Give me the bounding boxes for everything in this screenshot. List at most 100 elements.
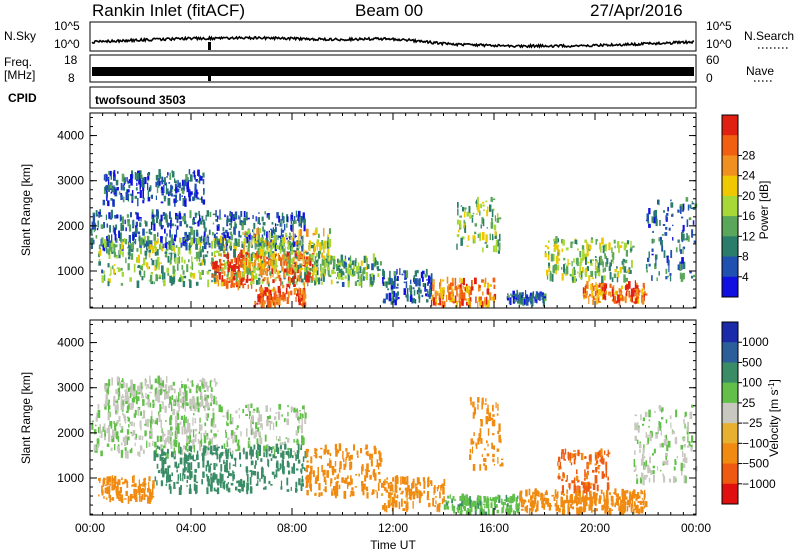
heatmap-cell [212,412,215,421]
heatmap-cell [351,269,354,275]
heatmap-cell [296,247,299,251]
heatmap-cell [557,461,559,467]
colorbar-swatch [722,463,738,485]
heatmap-cell [256,407,259,413]
heatmap-cell [518,292,522,297]
heatmap-cell [597,292,600,298]
heatmap-cell [308,259,311,262]
heatmap-cell [206,210,210,217]
heatmap-cell [286,418,290,426]
heatmap-cell [366,257,368,267]
heatmap-cell [289,271,292,274]
heatmap-cell [492,404,494,412]
heatmap-cell [201,398,204,407]
x-axis-label: Time UT [370,538,416,552]
heatmap-cell [592,510,595,512]
heatmap-cell [322,242,325,250]
heatmap-cell [374,257,377,266]
heatmap-cell [155,448,157,455]
heatmap-cell [298,287,300,292]
heatmap-cell [134,391,137,397]
heatmap-cell [582,287,584,296]
heatmap-cell [257,417,260,425]
heatmap-cell [682,261,686,270]
heatmap-cell [514,299,517,303]
heatmap-cell [594,285,596,287]
heatmap-cell [285,451,289,455]
heatmap-cell [243,259,245,261]
heatmap-cell [361,484,364,492]
heatmap-cell [336,281,339,284]
heatmap-cell [195,214,197,218]
heatmap-cell [612,259,614,264]
heatmap-cell [526,505,528,509]
heatmap-cell [208,441,211,446]
heatmap-cell [300,215,303,221]
heatmap-cell [336,476,339,480]
heatmap-cell [196,396,199,405]
colorbar-swatch [722,115,738,136]
heatmap-cell [349,270,352,276]
heatmap-cell [159,389,162,396]
heatmap-cell [631,491,634,499]
heatmap-cell [238,414,240,419]
heatmap-cell [235,281,238,287]
heatmap-cell [607,449,609,458]
heatmap-cell [454,285,457,291]
heatmap-cell [306,449,310,452]
heatmap-cell [322,273,325,282]
heatmap-cell [661,245,664,252]
heatmap-cell [384,503,386,512]
heatmap-cell [591,504,593,513]
heatmap-cell [156,418,158,426]
heatmap-cell [254,260,257,266]
heatmap-cell [107,184,110,192]
heatmap-cell [569,495,573,504]
heatmap-cell [108,235,110,242]
heatmap-cell [337,272,339,277]
heatmap-cell [298,425,301,430]
heatmap-cell [414,270,418,277]
heatmap-cell [136,179,139,182]
heatmap-cell [424,273,428,278]
heatmap-cell [247,229,251,235]
heatmap-cell [600,448,603,457]
heatmap-cell [169,172,172,180]
heatmap-cell [218,404,222,412]
heatmap-cell [215,447,218,456]
heatmap-cell [114,423,117,432]
heatmap-cell [472,440,475,445]
heatmap-cell [196,237,200,245]
heatmap-cell [227,274,229,280]
heatmap-cell [163,272,166,280]
heatmap-cell [206,475,210,482]
heatmap-cell [154,246,158,252]
heatmap-cell [475,296,477,304]
heatmap-cell [426,279,429,281]
heatmap-cell [677,239,680,243]
heatmap-cell [378,471,381,475]
heatmap-cell [284,443,287,450]
heatmap-cell [420,492,423,497]
heatmap-cell [364,447,367,450]
heatmap-cell [482,232,485,241]
heatmap-cell [413,275,415,283]
heatmap-cell [395,500,398,508]
heatmap-cell [585,472,589,480]
heatmap-cell [315,252,318,257]
heatmap-cell [471,446,474,454]
heatmap-cell [232,215,235,220]
heatmap-cell [214,267,217,272]
heatmap-cell [255,241,258,244]
heatmap-cell [293,288,296,295]
heatmap-cell [229,413,232,422]
heatmap-cell [584,477,586,481]
heatmap-cell [434,290,437,299]
heatmap-cell [474,509,476,511]
heatmap-cell [102,479,105,486]
heatmap-cell [477,397,480,403]
heatmap-cell [327,270,330,277]
heatmap-cell [131,249,134,253]
heatmap-cell [180,242,183,248]
heatmap-cell [296,279,299,282]
